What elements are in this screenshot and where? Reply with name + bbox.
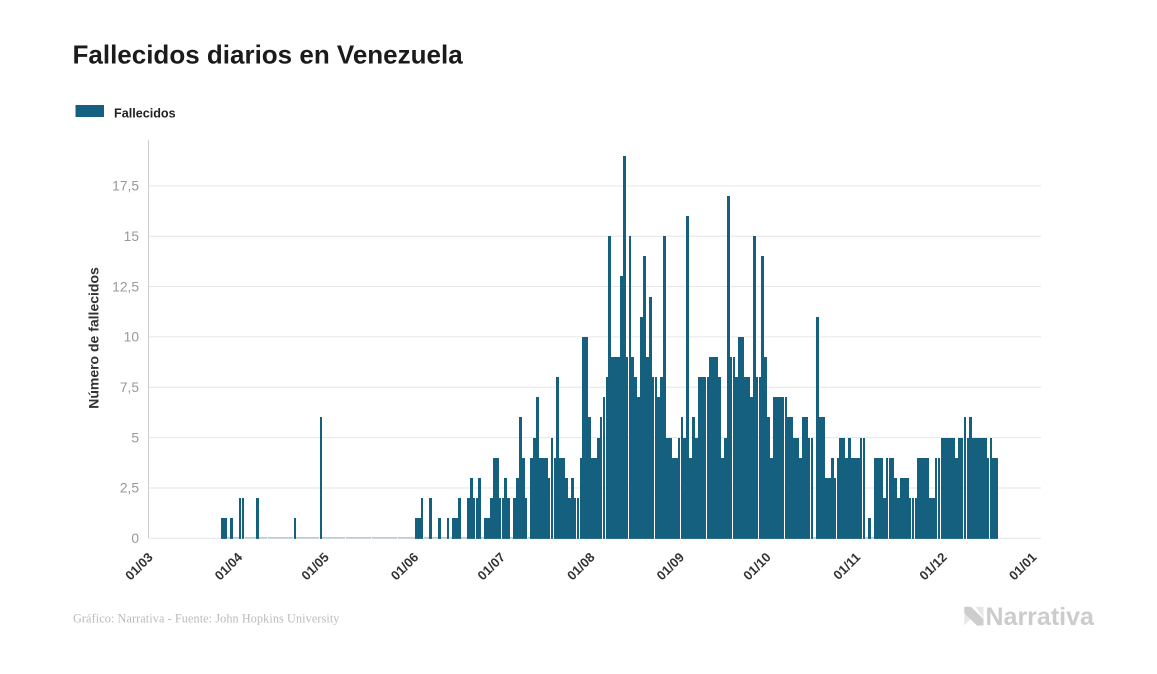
- svg-text:0: 0: [131, 531, 139, 546]
- svg-text:Número de fallecidos: Número de fallecidos: [86, 267, 102, 409]
- svg-text:Fallecidos diarios en Venezuel: Fallecidos diarios en Venezuela: [73, 40, 464, 70]
- svg-text:7,5: 7,5: [120, 380, 140, 395]
- svg-text:Fallecidos: Fallecidos: [114, 106, 176, 120]
- svg-text:Gráfico: Narrativa - Fuente: J: Gráfico: Narrativa - Fuente: John Hopkin…: [73, 612, 340, 626]
- svg-text:17,5: 17,5: [112, 179, 139, 194]
- svg-text:15: 15: [124, 229, 140, 244]
- svg-text:2,5: 2,5: [120, 481, 140, 496]
- svg-text:5: 5: [131, 430, 139, 445]
- svg-text:Narrativa: Narrativa: [986, 603, 1095, 631]
- svg-text:12,5: 12,5: [112, 279, 139, 294]
- svg-text:10: 10: [124, 330, 140, 345]
